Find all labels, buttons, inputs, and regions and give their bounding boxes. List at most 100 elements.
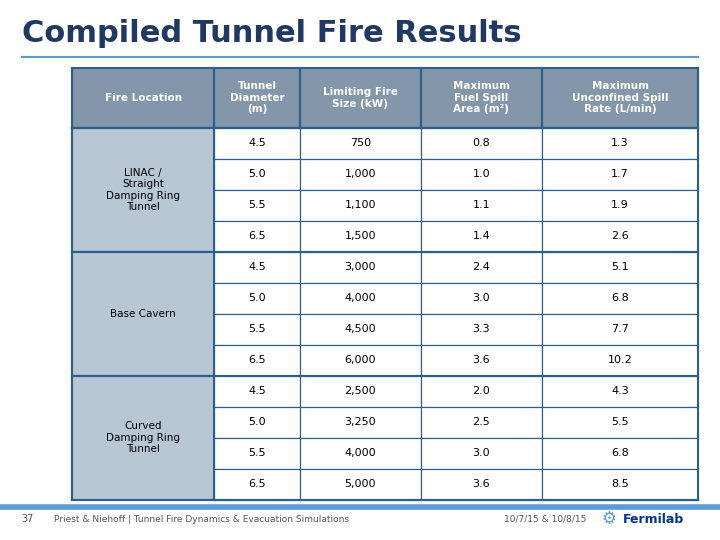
FancyBboxPatch shape [420,221,542,252]
Text: 1,100: 1,100 [345,200,376,211]
Text: 3,250: 3,250 [344,417,376,427]
FancyBboxPatch shape [542,159,698,190]
FancyBboxPatch shape [300,190,420,221]
Text: 10.2: 10.2 [608,355,632,365]
FancyBboxPatch shape [420,128,542,159]
FancyBboxPatch shape [215,437,300,469]
FancyBboxPatch shape [420,345,542,376]
Text: 6.5: 6.5 [248,231,266,241]
FancyBboxPatch shape [542,345,698,376]
Text: 5.5: 5.5 [248,324,266,334]
Text: Compiled Tunnel Fire Results: Compiled Tunnel Fire Results [22,19,521,48]
FancyBboxPatch shape [542,376,698,407]
FancyBboxPatch shape [72,252,215,376]
Text: 10/7/15 & 10/8/15: 10/7/15 & 10/8/15 [504,515,586,524]
Text: 6.5: 6.5 [248,479,266,489]
Text: 6.8: 6.8 [611,293,629,303]
Text: Curved
Damping Ring
Tunnel: Curved Damping Ring Tunnel [106,421,180,454]
Text: 2.4: 2.4 [472,262,490,272]
Text: 2.0: 2.0 [472,386,490,396]
FancyBboxPatch shape [542,407,698,437]
Text: 4.3: 4.3 [611,386,629,396]
Text: 2.5: 2.5 [472,417,490,427]
FancyBboxPatch shape [300,68,420,128]
Text: 6.5: 6.5 [248,355,266,365]
Text: 3.0: 3.0 [472,293,490,303]
Text: 1.7: 1.7 [611,170,629,179]
FancyBboxPatch shape [72,376,215,500]
FancyBboxPatch shape [300,437,420,469]
FancyBboxPatch shape [542,252,698,283]
FancyBboxPatch shape [215,190,300,221]
Text: 4,000: 4,000 [344,293,376,303]
Text: 1.0: 1.0 [472,170,490,179]
Text: 1.3: 1.3 [611,138,629,149]
Text: 4.5: 4.5 [248,386,266,396]
FancyBboxPatch shape [420,469,542,500]
FancyBboxPatch shape [542,314,698,345]
FancyBboxPatch shape [300,128,420,159]
Text: 5.0: 5.0 [248,417,266,427]
Text: 5.5: 5.5 [611,417,629,427]
Text: Maximum
Unconfined Spill
Rate (L/min): Maximum Unconfined Spill Rate (L/min) [572,81,668,114]
FancyBboxPatch shape [215,128,300,159]
Text: 4.5: 4.5 [248,138,266,149]
Text: 3.0: 3.0 [472,448,490,458]
FancyBboxPatch shape [300,314,420,345]
FancyBboxPatch shape [215,68,300,128]
FancyBboxPatch shape [215,252,300,283]
FancyBboxPatch shape [420,283,542,314]
Text: 6.8: 6.8 [611,448,629,458]
Text: 1,500: 1,500 [345,231,376,241]
Text: 7.7: 7.7 [611,324,629,334]
Text: 1.4: 1.4 [472,231,490,241]
FancyBboxPatch shape [215,283,300,314]
FancyBboxPatch shape [300,252,420,283]
FancyBboxPatch shape [420,437,542,469]
FancyBboxPatch shape [215,314,300,345]
FancyBboxPatch shape [72,128,215,252]
FancyBboxPatch shape [300,345,420,376]
FancyBboxPatch shape [300,407,420,437]
FancyBboxPatch shape [215,407,300,437]
FancyBboxPatch shape [300,376,420,407]
FancyBboxPatch shape [420,376,542,407]
Text: 2.6: 2.6 [611,231,629,241]
Text: 37: 37 [22,515,34,524]
FancyBboxPatch shape [420,68,542,128]
FancyBboxPatch shape [420,407,542,437]
FancyBboxPatch shape [542,221,698,252]
Text: Fire Location: Fire Location [104,93,181,103]
FancyBboxPatch shape [215,469,300,500]
FancyBboxPatch shape [542,128,698,159]
Text: Base Cavern: Base Cavern [110,309,176,319]
Text: 2,500: 2,500 [344,386,376,396]
FancyBboxPatch shape [542,283,698,314]
Text: 5.5: 5.5 [248,200,266,211]
Text: 750: 750 [350,138,371,149]
FancyBboxPatch shape [215,345,300,376]
Text: 0.8: 0.8 [472,138,490,149]
Text: Maximum
Fuel Spill
Area (m²): Maximum Fuel Spill Area (m²) [453,81,510,114]
Text: 5.5: 5.5 [248,448,266,458]
Text: 6,000: 6,000 [345,355,376,365]
FancyBboxPatch shape [215,221,300,252]
Text: Priest & Niehoff | Tunnel Fire Dynamics & Evacuation Simulations: Priest & Niehoff | Tunnel Fire Dynamics … [54,515,349,524]
Text: 1.9: 1.9 [611,200,629,211]
Text: LINAC /
Straight
Damping Ring
Tunnel: LINAC / Straight Damping Ring Tunnel [106,167,180,212]
Text: 4,000: 4,000 [344,448,376,458]
Text: 3.3: 3.3 [472,324,490,334]
FancyBboxPatch shape [542,469,698,500]
FancyBboxPatch shape [420,252,542,283]
Text: 5.1: 5.1 [611,262,629,272]
FancyBboxPatch shape [215,159,300,190]
Text: 3.6: 3.6 [472,479,490,489]
Text: 5,000: 5,000 [345,479,376,489]
Text: Fermilab: Fermilab [623,513,684,526]
FancyBboxPatch shape [300,283,420,314]
Text: 8.5: 8.5 [611,479,629,489]
Text: Tunnel
Diameter
(m): Tunnel Diameter (m) [230,81,284,114]
Text: ⚙: ⚙ [601,510,616,529]
Text: Limiting Fire
Size (kW): Limiting Fire Size (kW) [323,87,397,109]
Text: 3.6: 3.6 [472,355,490,365]
